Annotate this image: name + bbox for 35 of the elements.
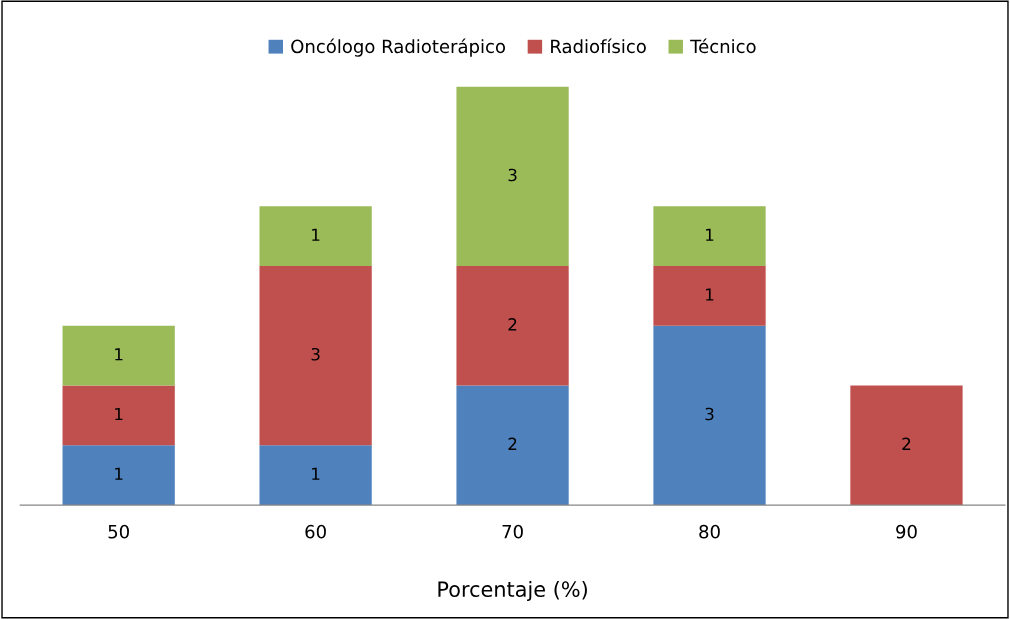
bar [259, 445, 372, 506]
data-label: 1 [115, 407, 123, 421]
data-label: 1 [115, 467, 123, 480]
bar [653, 325, 766, 506]
data-label: 2 [902, 437, 911, 450]
legend-label: Técnico [690, 38, 756, 54]
data-label: 1 [312, 228, 320, 241]
bar [456, 266, 569, 386]
x-axis-title: Porcentaje (%) [438, 580, 587, 602]
x-tick-label: 90 [896, 524, 917, 539]
bar [653, 266, 766, 326]
bar [653, 206, 766, 267]
data-label: 1 [115, 348, 123, 361]
bar [456, 385, 569, 506]
data-label: 3 [311, 347, 320, 361]
x-tick-label: 70 [502, 524, 523, 539]
legend-label: Radiofísico [551, 38, 646, 54]
data-label: 1 [312, 467, 320, 480]
bar [62, 325, 175, 386]
legend-label: Oncólogo Radioterápico [291, 38, 506, 57]
bar [62, 445, 175, 506]
x-tick-label: 80 [699, 524, 720, 539]
bar [456, 86, 569, 267]
bar [259, 266, 372, 446]
bar [850, 385, 963, 506]
x-tick-label: 50 [108, 524, 129, 539]
data-label: 2 [508, 318, 517, 331]
data-label: 3 [705, 407, 714, 421]
bar [62, 385, 175, 446]
data-label: 2 [508, 437, 517, 450]
x-tick-label: 60 [305, 524, 326, 539]
bar [259, 206, 372, 267]
data-label: 3 [508, 168, 517, 182]
data-label: 1 [706, 288, 714, 301]
data-label: 1 [706, 228, 714, 241]
